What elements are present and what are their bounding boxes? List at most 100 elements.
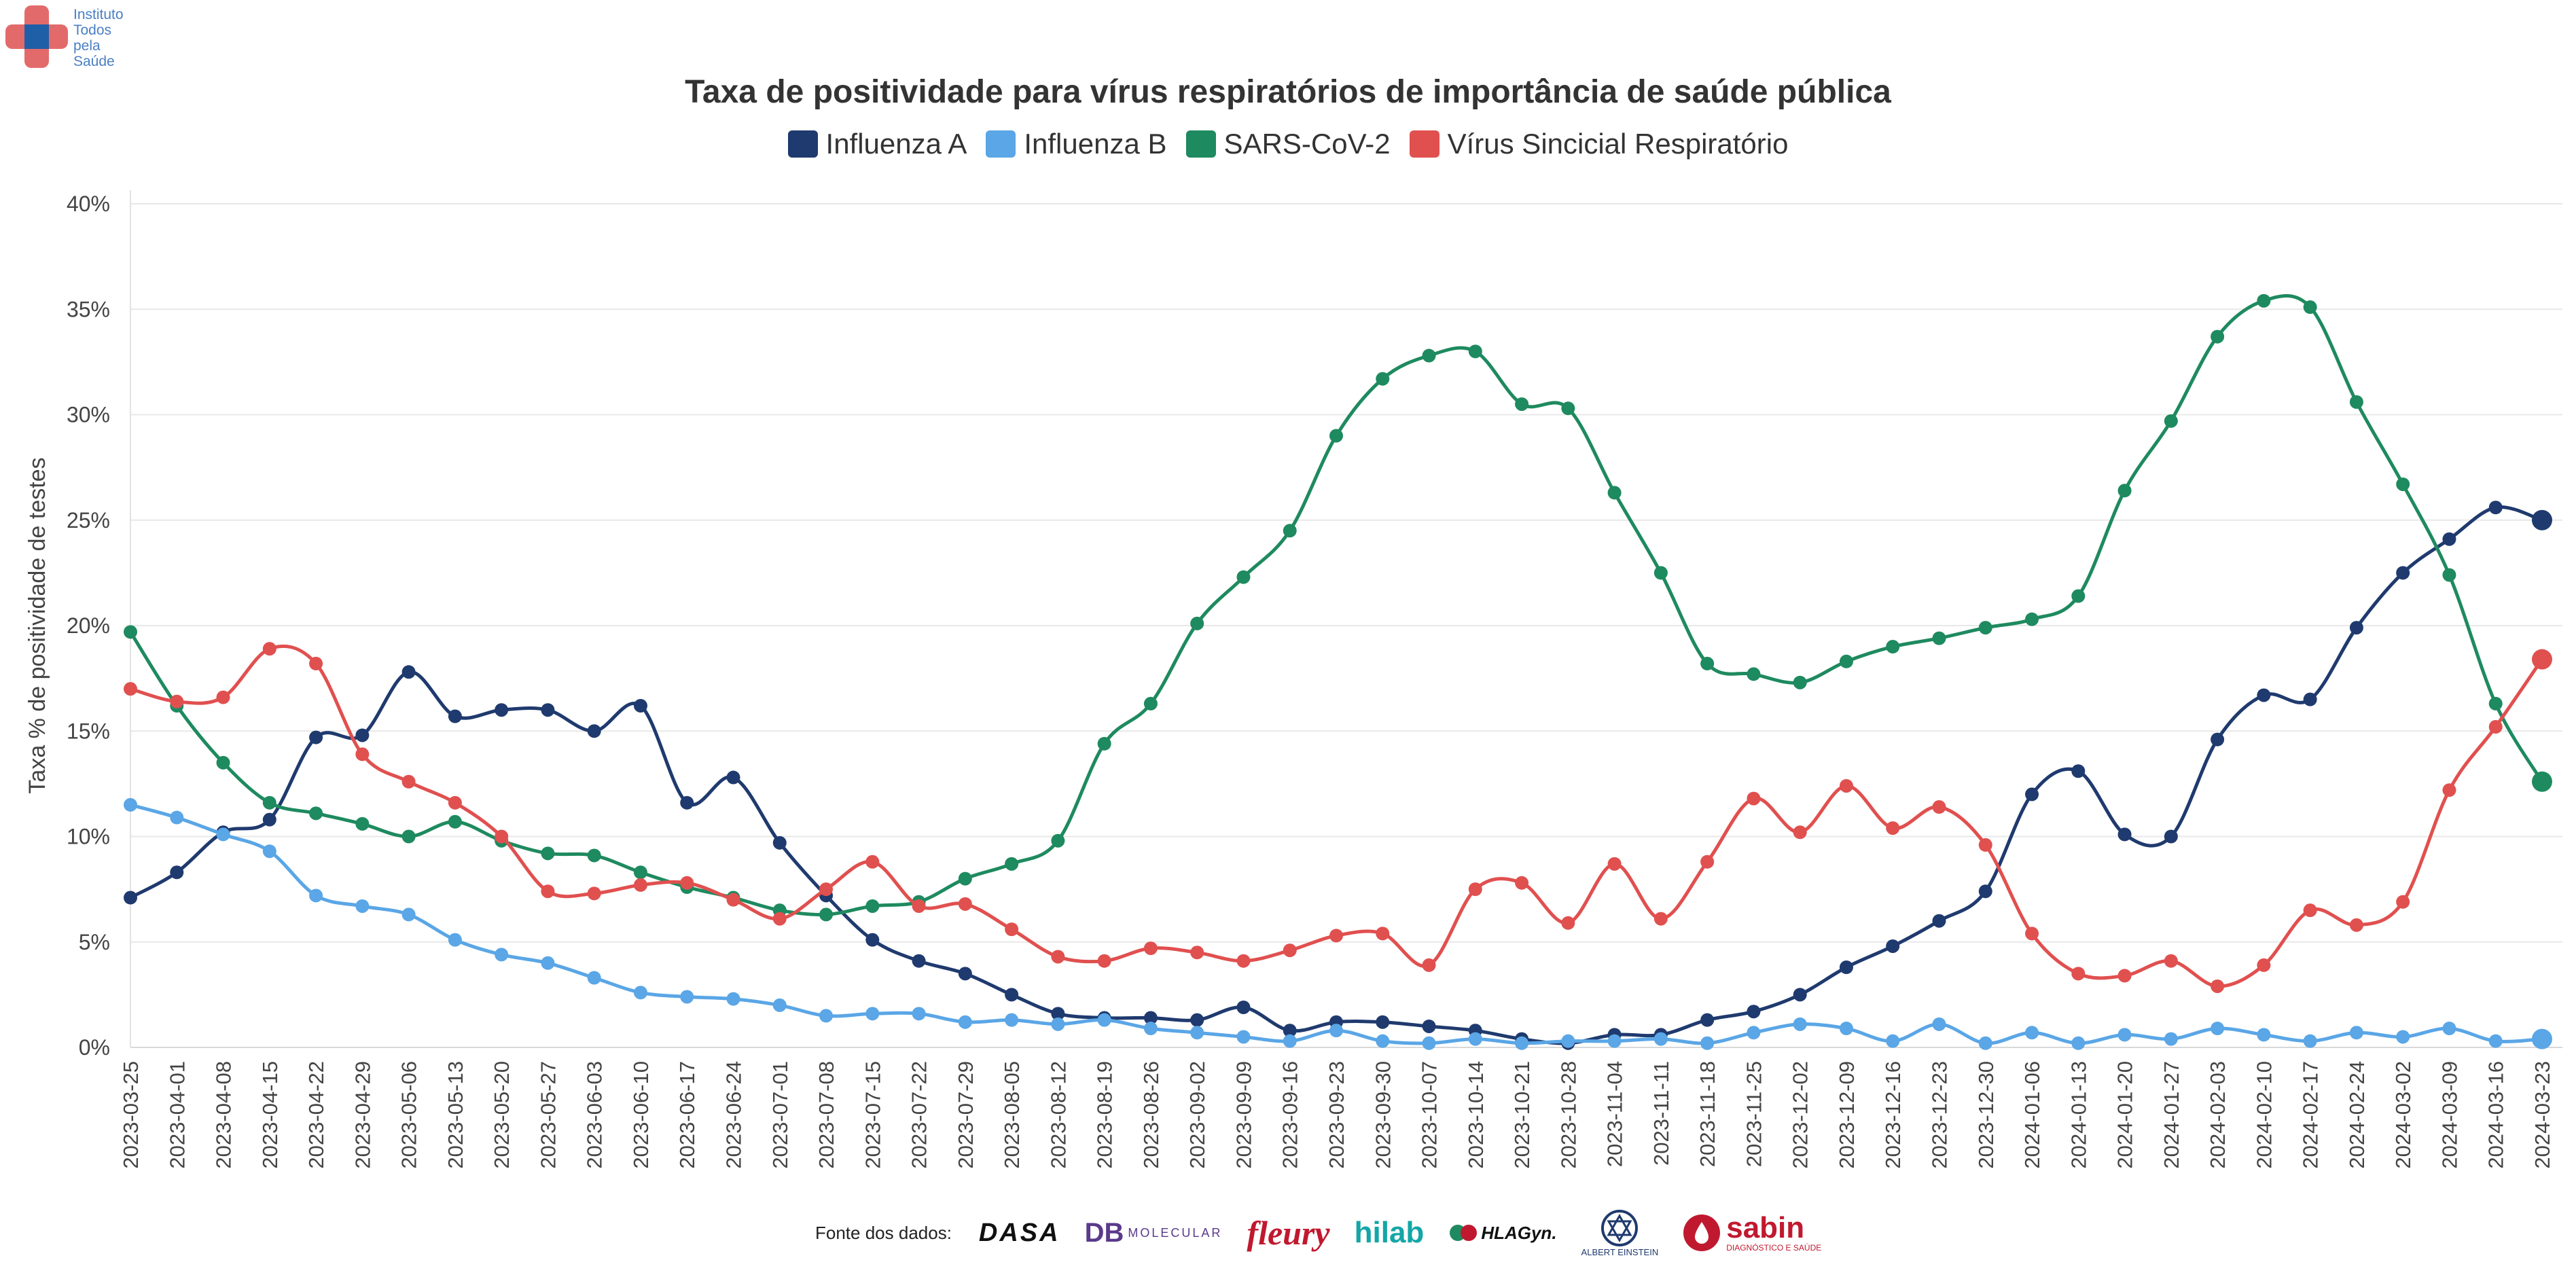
data-point xyxy=(1561,401,1575,416)
data-point xyxy=(170,810,184,825)
data-point xyxy=(1283,524,1297,538)
data-point xyxy=(726,770,740,785)
x-tick-label: 2023-08-12 xyxy=(1046,1061,1070,1169)
x-tick-label: 2023-07-01 xyxy=(768,1061,792,1169)
data-point xyxy=(1653,1032,1668,1046)
data-point xyxy=(1839,960,1853,975)
source-logo-fleury: fleury xyxy=(1247,1214,1330,1252)
data-point xyxy=(1051,1017,1065,1031)
x-tick-label: 2023-12-30 xyxy=(1974,1061,1998,1169)
data-point xyxy=(726,992,740,1006)
source-logo-sabin: sabin DIAGNÓSTICO E SAÚDE xyxy=(1683,1213,1821,1253)
data-point xyxy=(2396,895,2410,909)
data-point xyxy=(1793,1017,1807,1031)
data-point xyxy=(1978,1036,1992,1050)
data-point xyxy=(1329,929,1343,943)
data-point xyxy=(401,907,416,922)
data-point xyxy=(912,899,926,913)
x-tick-label: 2023-09-30 xyxy=(1371,1061,1395,1169)
legend-item[interactable]: Influenza A xyxy=(787,128,967,160)
source-logo-einstein: ALBERT EINSTEIN xyxy=(1581,1209,1658,1257)
data-point xyxy=(1283,1034,1297,1048)
chart-legend: Influenza A Influenza B SARS-CoV-2 Vírus Si… xyxy=(0,128,2576,160)
data-point xyxy=(587,971,601,985)
data-point xyxy=(1607,1034,1622,1048)
data-sources-footer: Fonte dos dados: DASA DB MOLECULAR fleury hi… xyxy=(815,1202,1821,1263)
data-point xyxy=(1932,914,1946,928)
data-point xyxy=(912,954,926,968)
data-point xyxy=(958,1015,972,1029)
x-tick-label: 2023-10-28 xyxy=(1556,1061,1580,1169)
data-point xyxy=(726,893,740,907)
data-point xyxy=(772,835,787,850)
data-point xyxy=(1422,1036,1436,1050)
sources-label: Fonte dos dados: xyxy=(815,1222,952,1243)
data-point xyxy=(2303,300,2317,314)
y-tick-label: 15% xyxy=(67,719,110,743)
data-point xyxy=(1143,696,1158,711)
data-point xyxy=(309,806,323,821)
x-tick-label: 2023-08-05 xyxy=(1000,1061,1024,1169)
data-point xyxy=(262,795,276,810)
data-point xyxy=(1236,570,1251,584)
data-point xyxy=(1793,675,1807,689)
data-point xyxy=(495,829,509,844)
x-tick-label: 2023-06-10 xyxy=(629,1061,653,1169)
x-tick-label: 2023-07-22 xyxy=(908,1061,931,1169)
legend-label: Vírus Sincicial Respiratório xyxy=(1447,128,1789,160)
data-point xyxy=(541,846,555,861)
data-point xyxy=(865,855,880,869)
logo-text: Instituto Todos pela Saúde xyxy=(73,7,124,69)
data-point xyxy=(865,899,880,913)
series-sars-cov-2 xyxy=(124,293,2552,922)
source-logo-hilab: hilab xyxy=(1354,1216,1425,1249)
data-point xyxy=(2117,484,2132,498)
data-point xyxy=(2117,969,2132,983)
data-point xyxy=(1051,833,1065,848)
data-point xyxy=(1886,939,1900,953)
data-point xyxy=(124,891,137,905)
legend-item[interactable]: Influenza B xyxy=(986,128,1167,160)
data-point xyxy=(1561,916,1575,930)
data-point xyxy=(1005,1013,1019,1027)
data-point xyxy=(2025,1026,2039,1040)
data-point xyxy=(587,724,601,738)
data-point xyxy=(1747,667,1761,681)
data-point xyxy=(1005,857,1019,871)
data-point xyxy=(772,998,787,1012)
data-point xyxy=(1283,943,1297,958)
data-point xyxy=(495,703,509,717)
data-point xyxy=(1700,1013,1715,1027)
legend-item[interactable]: Vírus Sincicial Respiratório xyxy=(1409,128,1789,160)
data-point xyxy=(819,1009,834,1023)
data-point xyxy=(262,844,276,859)
data-point xyxy=(1607,486,1622,500)
source-logos: DASA DB MOLECULAR fleury hilab HLAGyn. ALBERT … xyxy=(979,1209,1846,1257)
data-point xyxy=(262,812,276,827)
x-tick-label: 2023-11-25 xyxy=(1742,1061,1766,1167)
y-tick-label: 35% xyxy=(67,297,110,321)
data-point xyxy=(401,774,416,789)
data-point xyxy=(958,871,972,886)
data-point xyxy=(1097,954,1111,968)
series-influenza-b xyxy=(124,797,2552,1050)
data-point xyxy=(2257,1028,2271,1042)
data-point xyxy=(1236,1001,1251,1015)
x-tick-label: 2024-03-16 xyxy=(2484,1061,2508,1169)
legend-label: SARS-CoV-2 xyxy=(1223,128,1391,160)
data-point xyxy=(1468,344,1482,359)
data-point xyxy=(819,882,834,897)
data-point xyxy=(1468,1032,1482,1046)
data-point xyxy=(309,656,323,670)
x-tick-label: 2023-11-18 xyxy=(1696,1061,1719,1167)
legend-label: Influenza B xyxy=(1024,128,1167,160)
x-tick-label: 2024-03-09 xyxy=(2437,1061,2461,1169)
data-point xyxy=(819,907,834,922)
legend-item[interactable]: SARS-CoV-2 xyxy=(1185,128,1391,160)
legend-label: Influenza A xyxy=(825,128,967,160)
data-point xyxy=(495,948,509,962)
data-point xyxy=(1607,857,1622,871)
data-point xyxy=(1051,950,1065,964)
data-point xyxy=(1190,1026,1204,1040)
x-tick-label: 2023-12-02 xyxy=(1789,1061,1812,1169)
